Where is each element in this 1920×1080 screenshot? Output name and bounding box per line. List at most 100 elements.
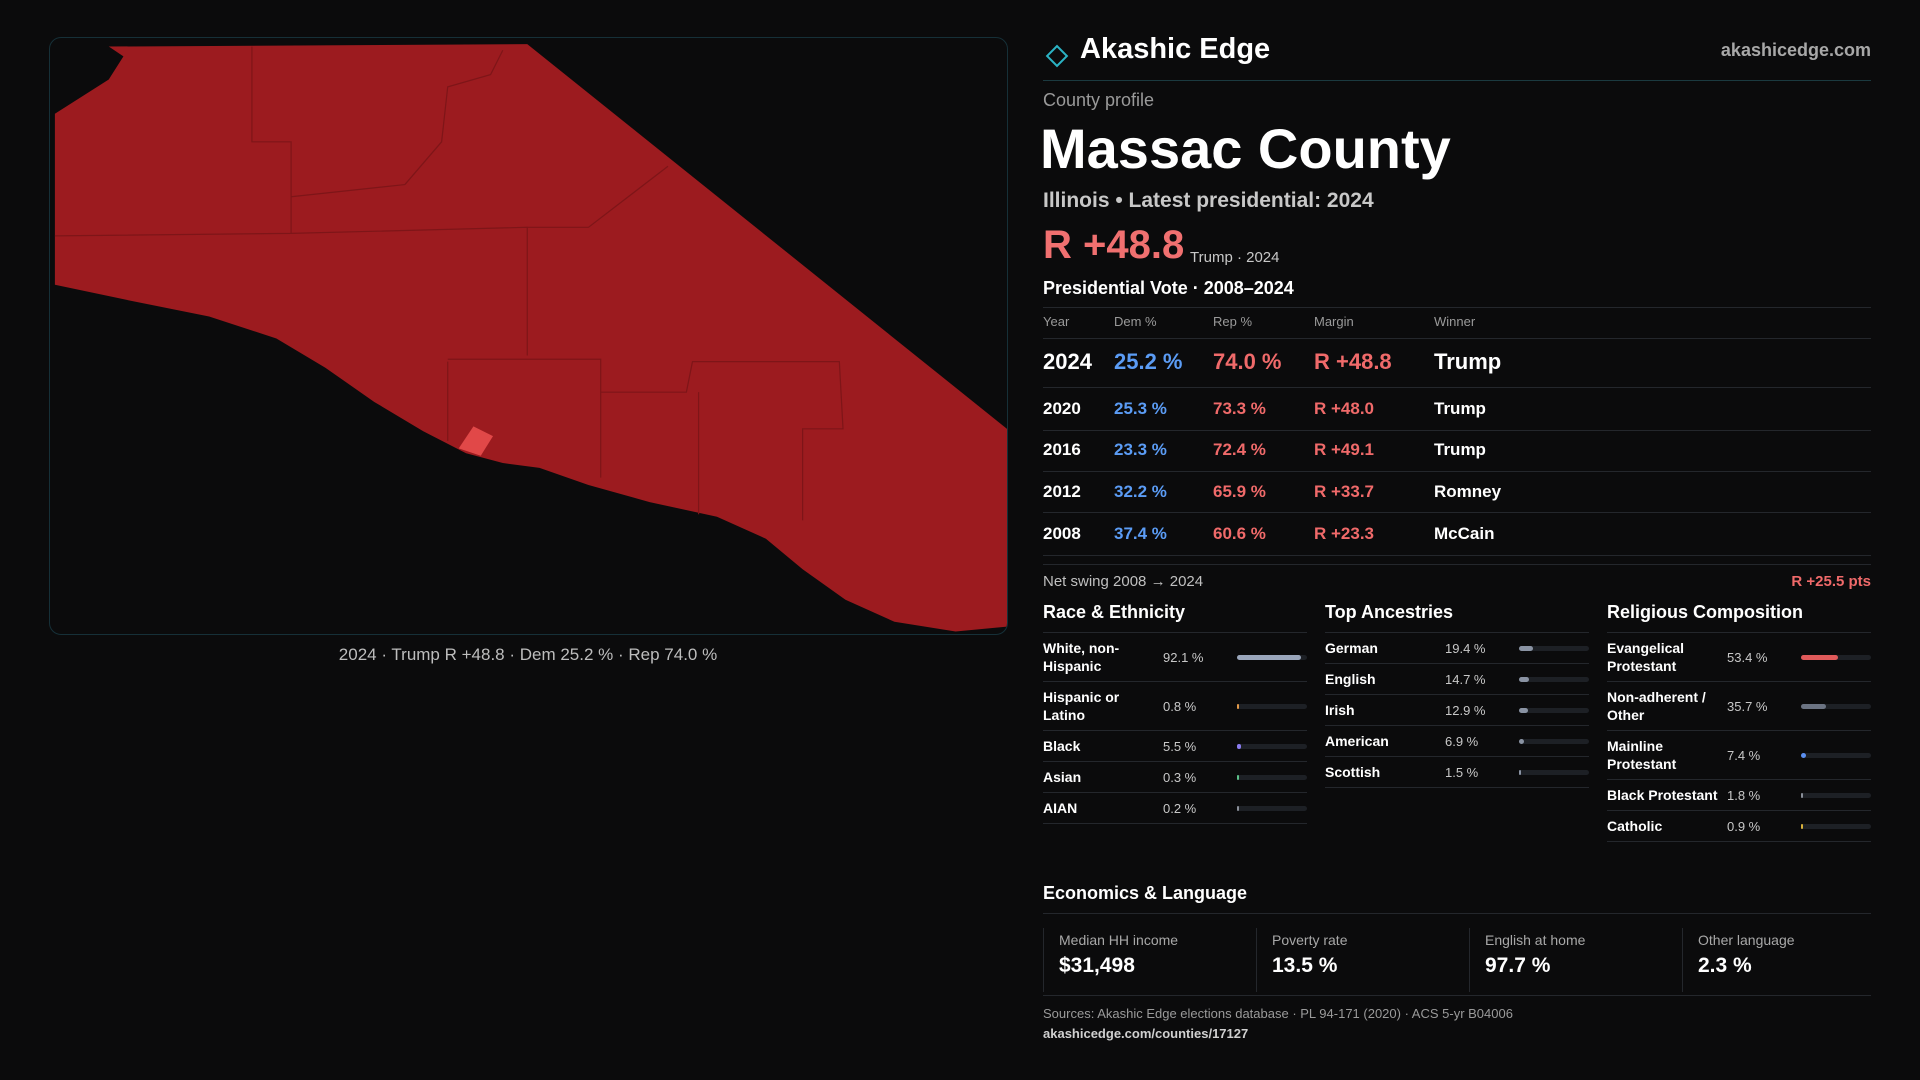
bar-track xyxy=(1519,645,1589,651)
panel-row: Non-adherent / Other 35.7 % xyxy=(1607,682,1871,731)
item-name: Black xyxy=(1043,738,1081,754)
stat-value: 97.7 % xyxy=(1485,954,1551,977)
bar xyxy=(1801,823,1803,829)
vote-cell: 25.2 % xyxy=(1114,349,1183,374)
rule xyxy=(1043,913,1871,914)
rule xyxy=(1043,471,1871,472)
panel: German 19.4 % English 14.7 % Irish 12.9 % Amer… xyxy=(1325,632,1589,788)
panel-row: Black 5.5 % xyxy=(1043,731,1307,762)
vote-cell: 2024 xyxy=(1043,349,1092,374)
map-panel xyxy=(49,37,1008,635)
rule xyxy=(1043,430,1871,431)
bar xyxy=(1519,707,1529,713)
bar-track xyxy=(1519,676,1589,682)
bar-track xyxy=(1519,769,1589,775)
vote-cell: Trump xyxy=(1434,440,1486,459)
vote-cell: R +49.1 xyxy=(1314,440,1375,459)
bar xyxy=(1801,654,1839,660)
vote-cell: 74.0 % xyxy=(1213,349,1282,374)
panel-row: Asian 0.3 % xyxy=(1043,762,1307,793)
vote-cell: 32.2 % xyxy=(1114,482,1167,501)
item-value: 14.7 % xyxy=(1445,671,1486,687)
item-name: Evangelical Protestant xyxy=(1607,640,1685,674)
subtitle: Illinois • Latest presidential: 2024 xyxy=(1043,189,1374,212)
bar xyxy=(1801,703,1826,709)
vote-cell: 23.3 % xyxy=(1114,440,1167,459)
item-value: 6.9 % xyxy=(1445,733,1479,749)
kicker: County profile xyxy=(1043,90,1155,110)
item-name: Hispanic or Latino xyxy=(1043,689,1120,723)
column-header: Year xyxy=(1043,314,1070,329)
bar xyxy=(1519,769,1521,775)
panel-row: Black Protestant 1.8 % xyxy=(1607,780,1871,811)
item-name: Black Protestant xyxy=(1607,787,1718,803)
vote-cell: 2016 xyxy=(1043,440,1081,459)
item-value: 0.3 % xyxy=(1163,769,1197,785)
bar xyxy=(1519,676,1530,682)
item-value: 0.8 % xyxy=(1163,698,1197,714)
bar xyxy=(1237,654,1302,660)
item-value: 19.4 % xyxy=(1445,640,1486,656)
stat-label: English at home xyxy=(1485,932,1586,948)
county-shape xyxy=(54,44,1007,632)
panel-row: AIAN 0.2 % xyxy=(1043,793,1307,824)
rule xyxy=(1043,338,1871,339)
bar xyxy=(1519,738,1524,744)
bar-track xyxy=(1801,792,1871,798)
stat-box xyxy=(1682,928,1895,992)
rule xyxy=(1043,555,1871,556)
vote-cell: 72.4 % xyxy=(1213,440,1266,459)
votes-title: Presidential Vote · 2008–2024 xyxy=(1043,278,1294,298)
column-header: Margin xyxy=(1314,314,1354,329)
item-value: 7.4 % xyxy=(1727,747,1761,763)
bar-track xyxy=(1237,654,1307,660)
highlight-area xyxy=(458,426,494,456)
item-name: English xyxy=(1325,671,1376,687)
vote-cell: 73.3 % xyxy=(1213,399,1266,418)
bar-track xyxy=(1801,823,1871,829)
boundary-lines xyxy=(54,46,844,521)
panel-row: Evangelical Protestant 53.4 % xyxy=(1607,633,1871,682)
vote-cell: Trump xyxy=(1434,349,1502,374)
stat-box xyxy=(1256,928,1469,992)
rule xyxy=(1043,995,1871,996)
item-value: 53.4 % xyxy=(1727,649,1768,665)
panel-row: American 6.9 % xyxy=(1325,726,1589,757)
panel-row: Mainline Protestant 7.4 % xyxy=(1607,731,1871,780)
panel-title: Top Ancestries xyxy=(1325,602,1454,622)
site-link[interactable]: akashicedge.com xyxy=(1720,40,1871,60)
bar xyxy=(1801,752,1807,758)
bar xyxy=(1519,645,1533,651)
panel-title: Race & Ethnicity xyxy=(1043,602,1186,622)
bar-track xyxy=(1237,805,1307,811)
url[interactable]: akashicedge.com/counties/17127 xyxy=(1043,1026,1249,1041)
item-name: Mainline Protestant xyxy=(1607,738,1677,772)
panel: White, non-Hispanic 92.1 % Hispanic or Lat… xyxy=(1043,632,1307,824)
vote-cell: R +48.8 xyxy=(1314,349,1392,374)
rule xyxy=(1043,512,1871,513)
item-value: 1.8 % xyxy=(1727,787,1761,803)
item-value: 35.7 % xyxy=(1727,698,1768,714)
vote-cell: McCain xyxy=(1434,524,1495,543)
panel-row: Irish 12.9 % xyxy=(1325,695,1589,726)
bar-track xyxy=(1801,654,1871,660)
vote-cell: R +33.7 xyxy=(1314,482,1375,501)
panel: Evangelical Protestant 53.4 % Non-adherent… xyxy=(1607,632,1871,842)
county-title: Massac County xyxy=(1040,117,1451,180)
bar xyxy=(1237,805,1239,811)
stat-value: $31,498 xyxy=(1059,954,1135,977)
bar xyxy=(1237,743,1241,749)
bar xyxy=(1237,774,1239,780)
stat-value: 2.3 % xyxy=(1698,954,1752,977)
column-header: Winner xyxy=(1434,314,1476,329)
bar-track xyxy=(1237,743,1307,749)
swing-value: R +25.5 pts xyxy=(1791,573,1871,590)
econ-title: Economics & Language xyxy=(1043,883,1248,903)
sources: Sources: Akashic Edge elections database… xyxy=(1043,1006,1513,1021)
bar-track xyxy=(1519,738,1589,744)
item-name: White, non-Hispanic xyxy=(1043,640,1120,674)
panel-title: Religious Composition xyxy=(1607,602,1803,622)
panel-row: Hispanic or Latino 0.8 % xyxy=(1043,682,1307,731)
panel-row: English 14.7 % xyxy=(1325,664,1589,695)
